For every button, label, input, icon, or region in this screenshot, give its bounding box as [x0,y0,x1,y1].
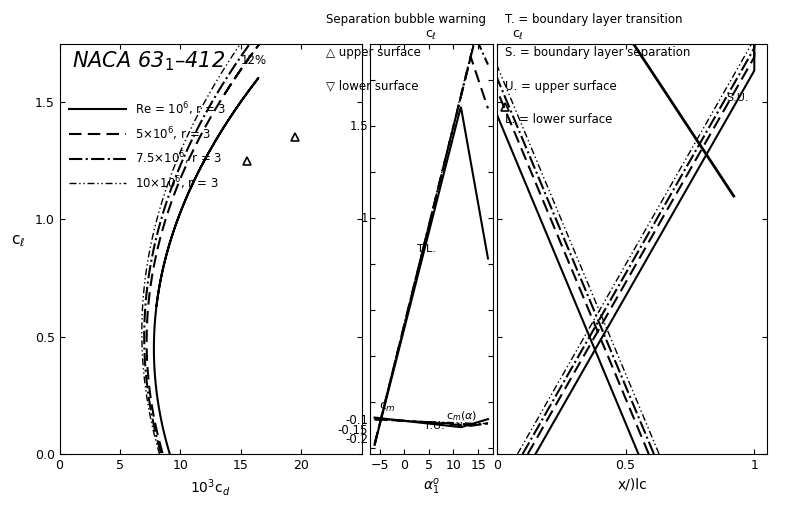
Text: ▽ lower surface: ▽ lower surface [326,80,418,92]
X-axis label: $\alpha_1^o$: $\alpha_1^o$ [423,478,440,498]
Text: -0.1: -0.1 [345,415,368,427]
X-axis label: 10$^3$c$_d$: 10$^3$c$_d$ [191,478,231,499]
X-axis label: x/)lc: x/)lc [617,478,647,491]
Text: T. = boundary layer transition: T. = boundary layer transition [505,13,682,26]
Text: 5×10$^6$, r = 3: 5×10$^6$, r = 3 [135,125,211,143]
Text: △ upper surface: △ upper surface [326,46,421,59]
Text: Separation bubble warning: Separation bubble warning [326,13,486,26]
Text: c$_\ell$: c$_\ell$ [425,28,437,42]
Text: -0.2: -0.2 [345,433,368,446]
Text: 1: 1 [361,212,368,225]
Text: L. = lower surface: L. = lower surface [505,113,612,126]
Text: 7.5×10$^6$, r = 3: 7.5×10$^6$, r = 3 [135,150,223,167]
Text: Re = 10$^6$, r = 3: Re = 10$^6$, r = 3 [135,101,227,118]
Text: c$_\ell$: c$_\ell$ [513,28,525,42]
Text: -0.15: -0.15 [338,424,368,437]
Text: S.U.: S.U. [727,92,749,103]
Text: S. = boundary layer separation: S. = boundary layer separation [505,46,690,59]
Y-axis label: c$_\ell$: c$_\ell$ [11,233,25,249]
Text: 1.5: 1.5 [350,120,368,133]
Text: T.U.: T.U. [424,421,444,431]
Text: T.L.: T.L. [417,244,436,253]
Text: 10×10$^6$, r = 3: 10×10$^6$, r = 3 [135,174,219,192]
Text: c$_m$: c$_m$ [378,401,395,415]
Text: U. = upper surface: U. = upper surface [505,80,617,92]
Text: 12%: 12% [241,54,267,67]
Text: c$_m$($\alpha$): c$_m$($\alpha$) [446,410,477,423]
Text: NACA 63$_1$–412: NACA 63$_1$–412 [72,50,225,73]
